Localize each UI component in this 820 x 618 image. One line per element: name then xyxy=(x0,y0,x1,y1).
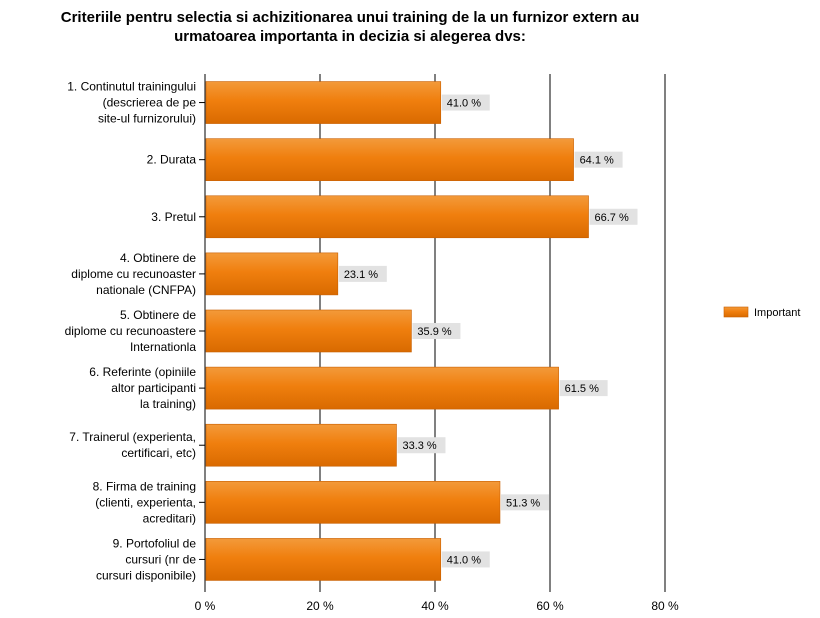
category-label: 4. Obtinere de diplome cu recunoaster nati… xyxy=(71,251,196,297)
category-label-line: 4. Obtinere de xyxy=(120,251,196,265)
category-label-line: (clienti, experienta, xyxy=(95,495,196,509)
category-label-line: 6. Referinte (opiniile xyxy=(89,365,196,379)
bar xyxy=(205,538,442,581)
data-label: 33.3 % xyxy=(402,440,436,452)
category-label-line: 5. Obtinere de xyxy=(120,308,196,322)
bar xyxy=(205,195,589,239)
bar xyxy=(205,81,442,124)
chart-title-line-2: urmatoarea importanta in decizia si aleg… xyxy=(174,28,526,45)
bar xyxy=(205,309,412,353)
category-label-line: acreditari) xyxy=(143,511,196,525)
category-label: 7. Trainerul (experienta, certificari, et… xyxy=(69,430,196,460)
data-label: 41.0 % xyxy=(447,554,481,566)
x-tick-label: 60 % xyxy=(536,599,564,613)
category-label-line: certificari, etc) xyxy=(121,446,196,460)
x-tick-label: 80 % xyxy=(651,599,679,613)
data-label-bg xyxy=(338,265,387,282)
data-label: 35.9 % xyxy=(417,326,451,338)
category-label-line: Internationla xyxy=(130,340,196,354)
data-label: 41.0 % xyxy=(447,98,481,110)
category-label: 6. Referinte (opiniile altor participanti… xyxy=(89,365,196,411)
category-label: 5. Obtinere de diplome cu recunoastere Int… xyxy=(65,308,197,354)
data-label: 66.7 % xyxy=(595,212,629,224)
x-tick-label: 0 % xyxy=(195,599,216,613)
data-label: 23.1 % xyxy=(344,269,378,281)
data-label: 51.3 % xyxy=(506,497,540,509)
bar xyxy=(205,423,397,467)
category-label-line: site-ul furnizorului) xyxy=(98,112,196,126)
category-label-line: 9. Portofoliul de xyxy=(113,536,197,550)
category-label-line: 7. Trainerul (experienta, xyxy=(69,430,196,444)
data-label-bg xyxy=(441,94,490,111)
category-label: 3. Pretul xyxy=(151,210,196,224)
bar xyxy=(205,481,501,524)
category-label-line: nationale (CNFPA) xyxy=(96,283,196,297)
category-label-line: 8. Firma de training xyxy=(93,479,196,493)
category-label-line: diplome cu recunoastere xyxy=(65,324,197,338)
legend-label: Important xyxy=(754,307,800,319)
data-label: 64.1 % xyxy=(580,155,614,167)
category-label-line: la training) xyxy=(140,397,196,411)
data-label-bg xyxy=(412,323,461,339)
data-label: 61.5 % xyxy=(565,383,599,395)
chart-title: Criteriile pentru selectia si achizition… xyxy=(0,8,700,46)
bar xyxy=(205,366,559,410)
bar xyxy=(205,138,574,181)
category-label-line: diplome cu recunoaster xyxy=(71,267,196,281)
category-label: 2. Durata xyxy=(147,153,197,167)
category-label-line: 3. Pretul xyxy=(151,210,196,224)
bar xyxy=(205,252,339,296)
legend-swatch xyxy=(723,306,749,318)
category-label-line: cursuri (nr de xyxy=(125,552,196,566)
category-label: 8. Firma de training (clienti, experienta… xyxy=(93,479,196,525)
category-label-line: altor participanti xyxy=(111,381,196,395)
category-label-line: cursuri disponibile) xyxy=(96,568,196,582)
category-label-line: 2. Durata xyxy=(147,153,197,167)
data-label-bg xyxy=(397,437,446,454)
chart-title-line-1: Criteriile pentru selectia si achizition… xyxy=(60,9,640,26)
data-label-bg xyxy=(574,151,623,168)
category-label: 1. Continutul trainingului (descrierea de… xyxy=(67,80,196,126)
category-label-line: 1. Continutul trainingului xyxy=(67,80,196,94)
x-tick-label: 40 % xyxy=(421,599,449,613)
data-label-bg xyxy=(500,494,549,511)
category-label-line: (descrierea de pe xyxy=(103,96,197,110)
data-label-bg xyxy=(589,208,638,225)
category-label: 9. Portofoliul de cursuri (nr de cursuri d… xyxy=(96,536,196,582)
x-tick-label: 20 % xyxy=(306,599,334,613)
data-label-bg xyxy=(559,380,608,397)
data-label-bg xyxy=(441,551,490,568)
